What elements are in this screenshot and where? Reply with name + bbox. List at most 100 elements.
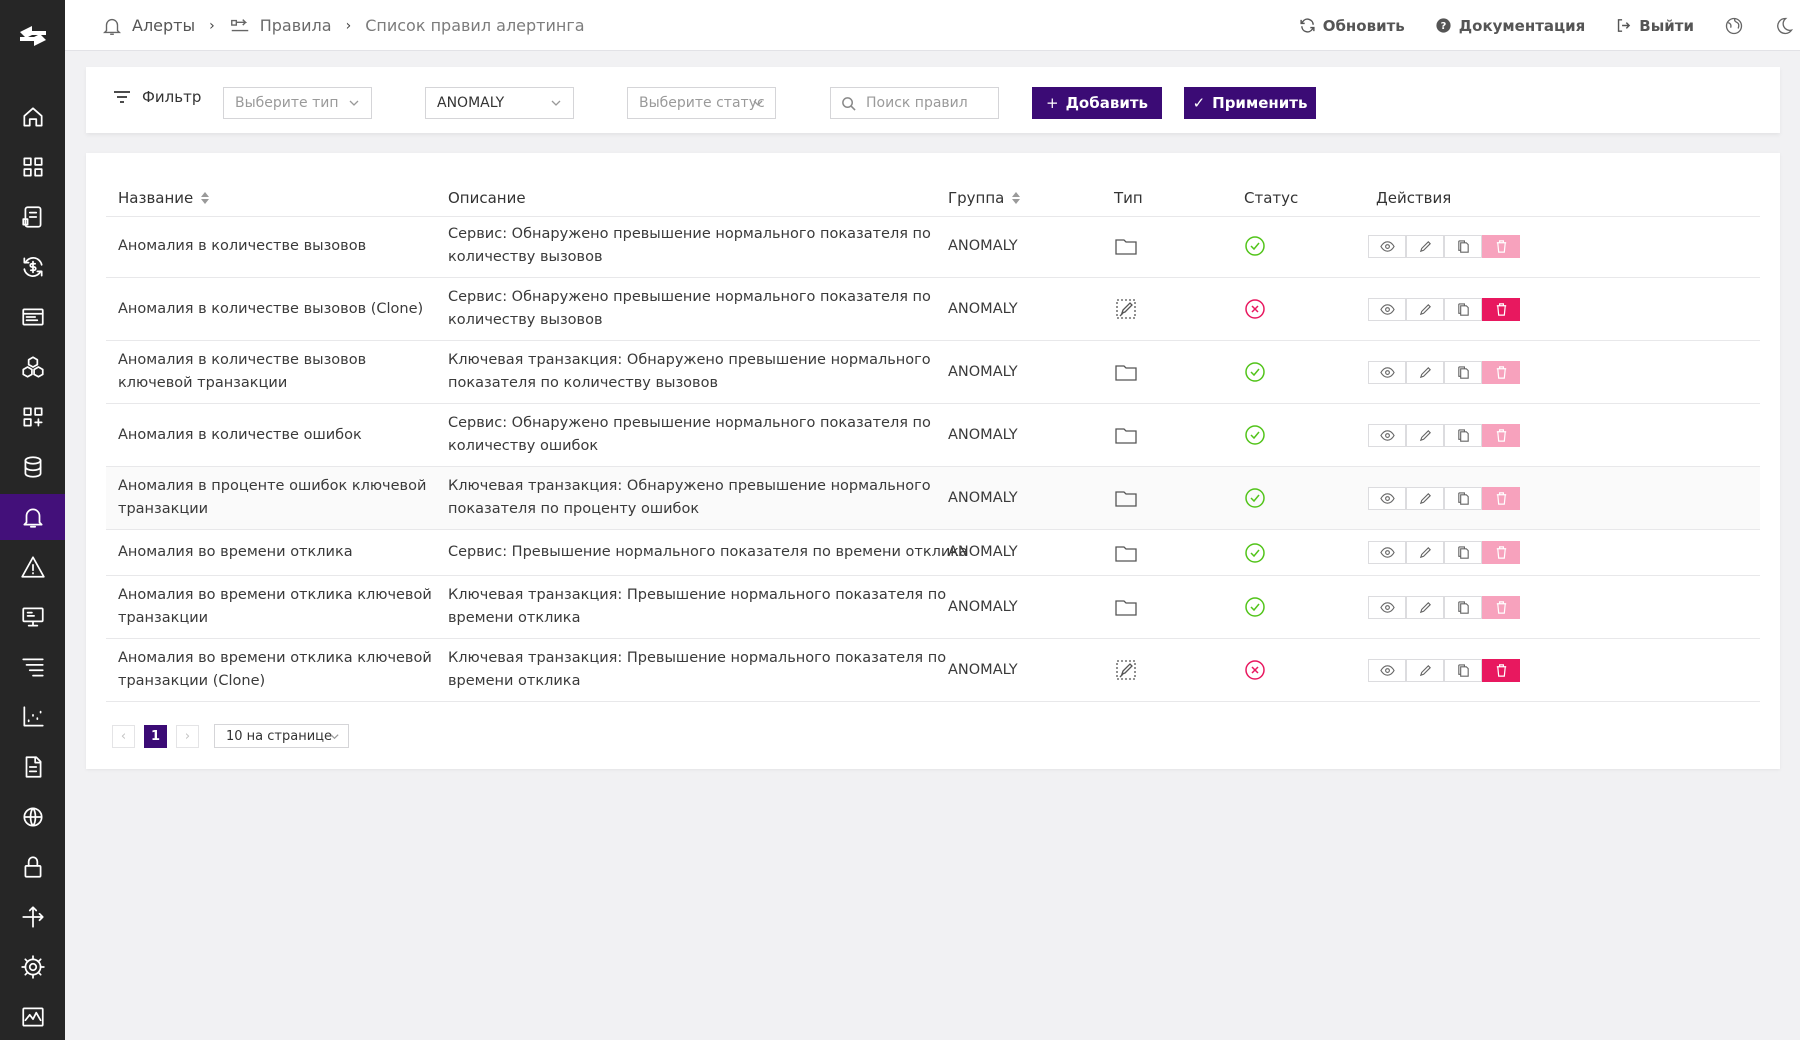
column-group[interactable]: Группа — [948, 179, 1021, 216]
table-row[interactable]: Аномалия во времени отклика Сервис: Превы… — [106, 530, 1760, 576]
copy-button[interactable] — [1444, 360, 1482, 384]
next-page-button[interactable]: › — [176, 724, 199, 748]
column-name[interactable]: Название — [118, 179, 210, 216]
delete-button[interactable] — [1482, 360, 1520, 384]
rule-name: Аномалия во времени отклика ключевой тра… — [118, 650, 432, 689]
edit-button[interactable] — [1406, 541, 1444, 564]
view-button[interactable] — [1368, 486, 1406, 510]
delete-button[interactable] — [1482, 297, 1520, 321]
copy-button[interactable] — [1444, 234, 1482, 258]
edit-image-icon — [1116, 660, 1136, 680]
rule-name: Аномалия во времени отклика — [118, 544, 353, 560]
sort-icon[interactable] — [201, 191, 210, 204]
rule-group: ANOMALY — [948, 363, 1018, 380]
status-select[interactable]: Выберите статус — [627, 87, 776, 119]
page-size-select[interactable]: 10 на странице — [214, 724, 349, 748]
sidebar-item-gear[interactable] — [0, 944, 65, 990]
view-button[interactable] — [1368, 595, 1406, 619]
trash-icon — [1496, 600, 1506, 614]
copy-button[interactable] — [1444, 658, 1482, 682]
delete-button[interactable] — [1482, 234, 1520, 258]
sidebar-item-list-card[interactable] — [0, 294, 65, 340]
sidebar-item-sync-dollar[interactable] — [0, 244, 65, 290]
view-button[interactable] — [1368, 297, 1406, 321]
view-button[interactable] — [1368, 234, 1406, 258]
status-enabled-icon — [1245, 488, 1265, 508]
view-button[interactable] — [1368, 541, 1406, 564]
table-row[interactable]: Аномалия в количестве вызовов ключевой т… — [106, 341, 1760, 404]
prev-page-button[interactable]: ‹ — [112, 724, 135, 748]
sidebar-item-traces[interactable] — [0, 644, 65, 690]
copy-button[interactable] — [1444, 423, 1482, 447]
search-input[interactable]: Поиск правил — [830, 87, 999, 119]
sidebar-item-services[interactable] — [0, 194, 65, 240]
sidebar-item-activity[interactable] — [0, 994, 65, 1040]
breadcrumb-rules[interactable]: Правила — [259, 16, 332, 35]
rule-description: Ключевая транзакция: Обнаружено превышен… — [448, 478, 931, 517]
logo-icon[interactable] — [0, 10, 65, 62]
delete-button[interactable] — [1482, 595, 1520, 619]
logout-label: Выйти — [1639, 16, 1694, 35]
pencil-icon — [1419, 303, 1431, 315]
sidebar-item-warning[interactable] — [0, 544, 65, 590]
sidebar-item-database[interactable] — [0, 444, 65, 490]
table-row[interactable]: Аномалия в количестве вызовов (Clone) Сер… — [106, 278, 1760, 341]
table-row[interactable]: Аномалия в проценте ошибок ключевой тран… — [106, 467, 1760, 530]
edit-button[interactable] — [1406, 486, 1444, 510]
view-button[interactable] — [1368, 360, 1406, 384]
copy-button[interactable] — [1444, 486, 1482, 510]
refresh-icon — [1300, 18, 1315, 33]
edit-button[interactable] — [1406, 360, 1444, 384]
view-button[interactable] — [1368, 423, 1406, 447]
group-select[interactable]: ANOMALY — [425, 87, 574, 119]
delete-button[interactable] — [1482, 486, 1520, 510]
edit-button[interactable] — [1406, 595, 1444, 619]
sidebar-item-bell[interactable] — [0, 494, 65, 540]
type-select[interactable]: Выберите тип — [223, 87, 372, 119]
database-icon — [24, 456, 41, 478]
rule-actions — [1368, 639, 1528, 701]
copy-button[interactable] — [1444, 297, 1482, 321]
sidebar-item-widgets[interactable] — [0, 394, 65, 440]
rule-type — [1114, 404, 1224, 466]
view-button[interactable] — [1368, 658, 1406, 682]
page-1-button[interactable]: 1 — [144, 724, 167, 748]
edit-button[interactable] — [1406, 234, 1444, 258]
sidebar-item-network[interactable] — [0, 794, 65, 840]
delete-button[interactable] — [1482, 423, 1520, 447]
group-select-value: ANOMALY — [437, 95, 505, 111]
chevron-down-icon — [551, 100, 561, 106]
edit-button[interactable] — [1406, 297, 1444, 321]
sidebar-item-home[interactable] — [0, 94, 65, 140]
sidebar-item-document[interactable] — [0, 744, 65, 790]
filter-bar: Фильтр Выберите тип ANOMALY Выберите ста… — [86, 67, 1780, 133]
add-button[interactable]: + Добавить — [1032, 87, 1162, 119]
sidebar-item-chart[interactable] — [0, 694, 65, 740]
table-row[interactable]: Аномалия во времени отклика ключевой тра… — [106, 639, 1760, 702]
sidebar-item-monitor[interactable] — [0, 594, 65, 640]
sidebar-item-arrows[interactable] — [0, 894, 65, 940]
breadcrumb-alerts[interactable]: Алерты — [132, 16, 196, 35]
globe-icon[interactable] — [1724, 16, 1744, 36]
folder-icon — [1115, 600, 1137, 616]
logout-button[interactable]: Выйти — [1615, 17, 1694, 35]
apply-button[interactable]: ✓ Применить — [1184, 87, 1316, 119]
dark-mode-icon[interactable] — [1774, 16, 1794, 36]
eye-icon — [1379, 366, 1395, 378]
edit-button[interactable] — [1406, 423, 1444, 447]
filter-toggle[interactable]: Фильтр — [112, 87, 201, 107]
delete-button[interactable] — [1482, 658, 1520, 682]
sidebar-item-dashboard-grid[interactable] — [0, 144, 65, 190]
table-row[interactable]: Аномалия в количестве вызовов Сервис: Обн… — [106, 215, 1760, 278]
delete-button[interactable] — [1482, 541, 1520, 564]
refresh-button[interactable]: Обновить — [1299, 17, 1405, 35]
table-row[interactable]: Аномалия в количестве ошибок Сервис: Обна… — [106, 404, 1760, 467]
copy-button[interactable] — [1444, 541, 1482, 564]
copy-button[interactable] — [1444, 595, 1482, 619]
table-row[interactable]: Аномалия во времени отклика ключевой тра… — [106, 576, 1760, 639]
edit-button[interactable] — [1406, 658, 1444, 682]
sort-icon[interactable] — [1012, 191, 1021, 204]
docs-button[interactable]: ? Документация — [1435, 17, 1585, 35]
sidebar-item-lock[interactable] — [0, 844, 65, 890]
sidebar-item-hexagons[interactable] — [0, 344, 65, 390]
